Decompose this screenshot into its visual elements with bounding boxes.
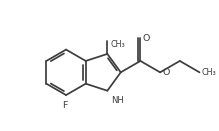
Text: O: O — [143, 34, 150, 43]
Text: CH₃: CH₃ — [110, 40, 125, 49]
Text: F: F — [62, 101, 68, 110]
Text: CH₃: CH₃ — [202, 68, 217, 77]
Text: NH: NH — [111, 96, 124, 105]
Text: O: O — [162, 68, 170, 77]
